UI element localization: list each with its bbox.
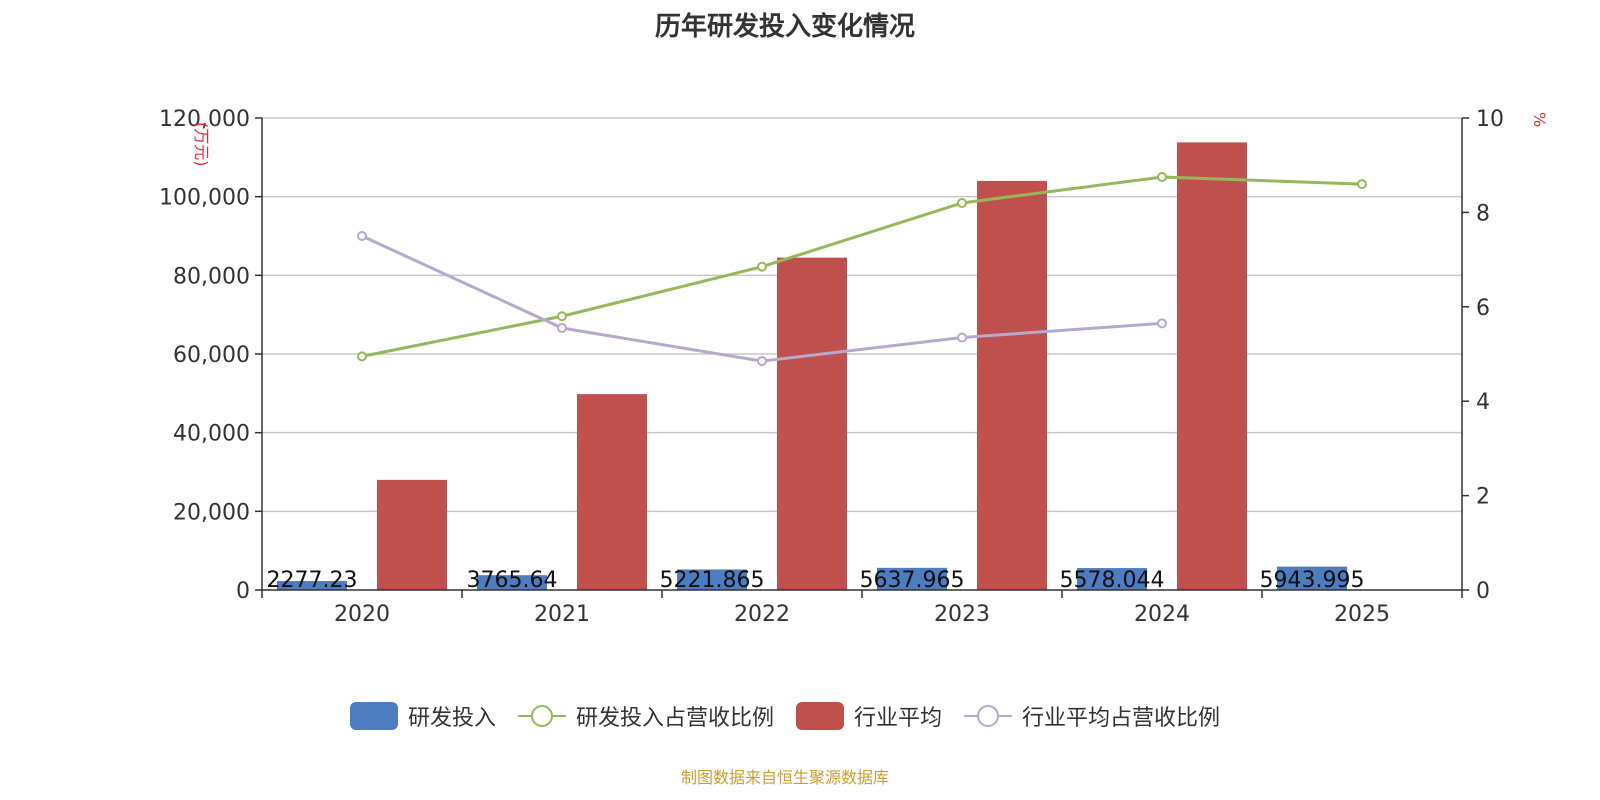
x-tick-label: 2021 <box>534 602 590 627</box>
bar <box>1177 142 1247 591</box>
bar <box>677 569 747 590</box>
x-tick-label: 2024 <box>1134 602 1190 627</box>
bar-data-label: 2277.23 <box>267 568 358 593</box>
y-right-tick-label: 4 <box>1476 390 1490 415</box>
line-point <box>557 323 567 334</box>
legend-bar-swatch <box>796 702 844 730</box>
y-right-tick-label: 2 <box>1476 485 1490 510</box>
line-point <box>757 261 767 272</box>
y-right-tick-label: 8 <box>1476 201 1490 226</box>
bar-data-label: 3765.64 <box>467 568 558 593</box>
line-point <box>357 351 367 362</box>
legend-line-swatch <box>517 705 566 727</box>
series-line <box>361 175 1363 358</box>
line-point <box>1357 179 1367 190</box>
y-right-tick-label: 0 <box>1476 579 1490 604</box>
legend-item[interactable]: 研发投入占营收比例 <box>517 700 774 732</box>
y-right-tick-label: 6 <box>1476 296 1490 321</box>
x-tick-label: 2020 <box>334 602 390 627</box>
bar <box>577 394 647 590</box>
line-point <box>757 356 767 367</box>
y-left-tick-label: 100,000 <box>159 186 250 211</box>
line-point <box>557 311 567 322</box>
line-point <box>957 197 967 208</box>
bar <box>777 257 847 590</box>
legend: 研发投入 研发投入占营收比例 行业平均 行业平均占营收比例 <box>0 700 1570 732</box>
legend-label: 行业平均 <box>854 706 943 731</box>
legend-label: 行业平均占营收比例 <box>1022 706 1221 731</box>
bar <box>1077 568 1147 590</box>
line-point <box>1157 172 1167 182</box>
bar-data-label: 5578.044 <box>1060 568 1165 593</box>
bar-data-label: 5637.965 <box>860 568 965 593</box>
bar <box>377 479 447 590</box>
x-tick-label: 2023 <box>934 602 990 627</box>
x-tick-label: 2025 <box>1334 602 1390 627</box>
bar-layer <box>277 142 1347 591</box>
legend-bar-swatch <box>349 702 398 730</box>
legend-item[interactable]: 行业平均占营收比例 <box>964 700 1220 732</box>
bar-data-label: 5943.995 <box>1260 568 1365 593</box>
line-point <box>357 231 367 241</box>
legend-item[interactable]: 研发投入 <box>349 700 496 732</box>
line-point <box>1157 318 1167 329</box>
data-labels: 2277.23 3765.64 5221.865 5637.965 5578.044 59… <box>267 568 1365 593</box>
chart-title: 历年研发投入变化情况 <box>654 12 915 42</box>
x-tick-label: 2022 <box>734 602 790 627</box>
source-note: 制图数据来自恒生聚源数据库 <box>680 768 889 787</box>
y-right-unit: % <box>1530 112 1549 127</box>
y-left-tick-label: 120,000 <box>159 107 250 132</box>
y-left-tick-label: 20,000 <box>173 500 250 525</box>
y-right-tick-label: 10 <box>1476 107 1504 132</box>
axes: 0 20,000 40,000 60,000 80,000 100,000 120,000 0… <box>159 107 1549 627</box>
bar <box>1277 566 1347 590</box>
bar <box>977 180 1047 590</box>
legend-label: 研发投入占营收比例 <box>575 706 774 731</box>
bar <box>877 567 947 590</box>
legend-line-swatch <box>964 705 1013 727</box>
bar <box>277 581 347 590</box>
bar-data-label: 5221.865 <box>660 568 765 593</box>
line-layer <box>357 172 1367 367</box>
y-left-tick-label: 0 <box>236 579 250 604</box>
y-left-tick-label: 80,000 <box>173 264 250 289</box>
y-left-tick-label: 40,000 <box>173 422 250 447</box>
legend-item[interactable]: 行业平均 <box>796 700 942 732</box>
bar <box>477 575 547 590</box>
gridlines <box>262 117 1462 513</box>
y-left-tick-label: 60,000 <box>173 343 250 368</box>
line-point <box>957 332 967 343</box>
legend-label: 研发投入 <box>407 706 496 731</box>
y-left-unit: (万元) <box>192 122 211 167</box>
